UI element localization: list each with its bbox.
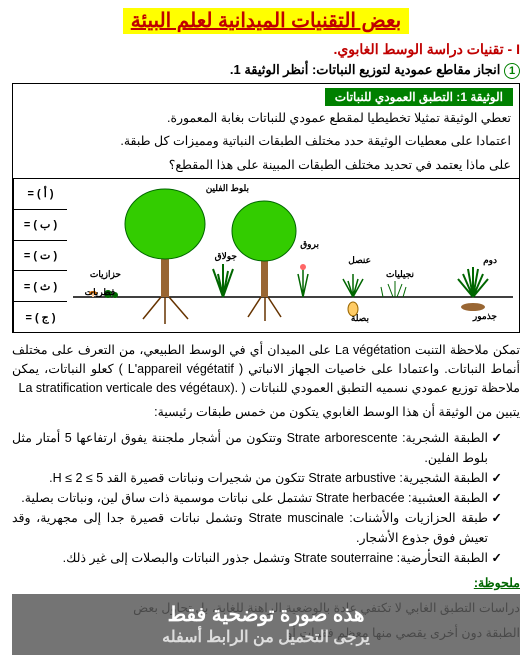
diagram-svg (67, 179, 519, 329)
note-label: ملحوظة: (474, 576, 520, 590)
legend-column: ( أ ) = ( ب ) = ( ت ) = ( ث ) = ( ج ) = (13, 179, 67, 332)
bullet-2: الطبقة الشجيرية: Strate arbustive تتكون … (12, 468, 502, 488)
legend-j: ( ج ) = (14, 302, 67, 332)
bullet-4: طبقة الحزازيات والأشنات: Strate muscinal… (12, 508, 502, 548)
bullet-5: الطبقة التحأرضية: Strate souterraine وتش… (12, 548, 502, 568)
watermark-overlay: هذه صورة توضحية فقط يرجى التحميل من الرا… (12, 594, 520, 655)
doc-paragraph-2: اعتمادا على معطيات الوثيقة حدد مختلف الط… (13, 131, 519, 155)
doc-paragraph-1: تعطي الوثيقة تمثيلا تخطيطيا لمقطع عمودي … (13, 108, 519, 132)
title-text: بعض التقنيات الميدانية لعلم البيئة (123, 8, 410, 34)
label-jidhmor: جذمور (473, 311, 497, 322)
label-broq: بروق (300, 239, 319, 250)
bullet-3: الطبقة العشبية: Strate herbacée تشتمل عل… (12, 488, 502, 508)
legend-t: ( ت ) = (14, 241, 67, 272)
label-onsol: عنصل (348, 255, 371, 266)
overlay-line-1: هذه صورة توضحية فقط (20, 602, 512, 627)
page-title: بعض التقنيات الميدانية لعلم البيئة (12, 8, 520, 33)
label-oak: بلوط الفلين (206, 183, 249, 194)
overlay-line-2: يرجى التحميل من الرابط أسفله (20, 627, 512, 647)
label-najiliyat: نجيليات (386, 269, 414, 280)
bullet-list: الطبقة الشجرية: Strate arborescente وتتك… (12, 428, 520, 568)
numbered-item: 1 انجاز مقاطع عمودية لتوزيع النباتات: أن… (12, 62, 520, 79)
label-doum: دوم (483, 255, 497, 266)
legend-th: ( ث ) = (14, 271, 67, 302)
item-text: انجاز مقاطع عمودية لتوزيع النباتات: أنظر… (230, 62, 501, 77)
bullet-1: الطبقة الشجرية: Strate arborescente وتتك… (12, 428, 502, 468)
document-box: الوثيقة 1: التطبق العمودي للنباتات تعطي … (12, 83, 520, 334)
paragraph-1: تمكن ملاحظة التنبت La végétation على الم… (12, 341, 520, 397)
label-joulaq: جولاق (215, 251, 237, 262)
label-fotriyat: فطريات (85, 287, 115, 298)
label-hazaziyat: حزازيات (90, 269, 121, 280)
vegetation-diagram: بلوط الفلين بروق جولاق عنصل نجيليات حزاز… (67, 179, 519, 332)
legend-b: ( ب ) = (14, 210, 67, 241)
section-heading: I - تقنيات دراسة الوسط الغابوي. (12, 41, 520, 58)
doc-paragraph-3: على ماذا يعتمد في تحديد مختلف الطبقات ال… (13, 155, 519, 179)
doc-label: الوثيقة 1: التطبق العمودي للنباتات (325, 88, 513, 106)
item-number: 1 (504, 63, 520, 79)
paragraph-2: يتبين من الوثيقة أن هذا الوسط الغابوي يت… (12, 403, 520, 422)
note: ملحوظة: (12, 574, 520, 593)
legend-a: ( أ ) = (14, 179, 67, 210)
label-basla: بصلة (351, 313, 369, 324)
diagram-container: بلوط الفلين بروق جولاق عنصل نجيليات حزاز… (13, 178, 519, 332)
